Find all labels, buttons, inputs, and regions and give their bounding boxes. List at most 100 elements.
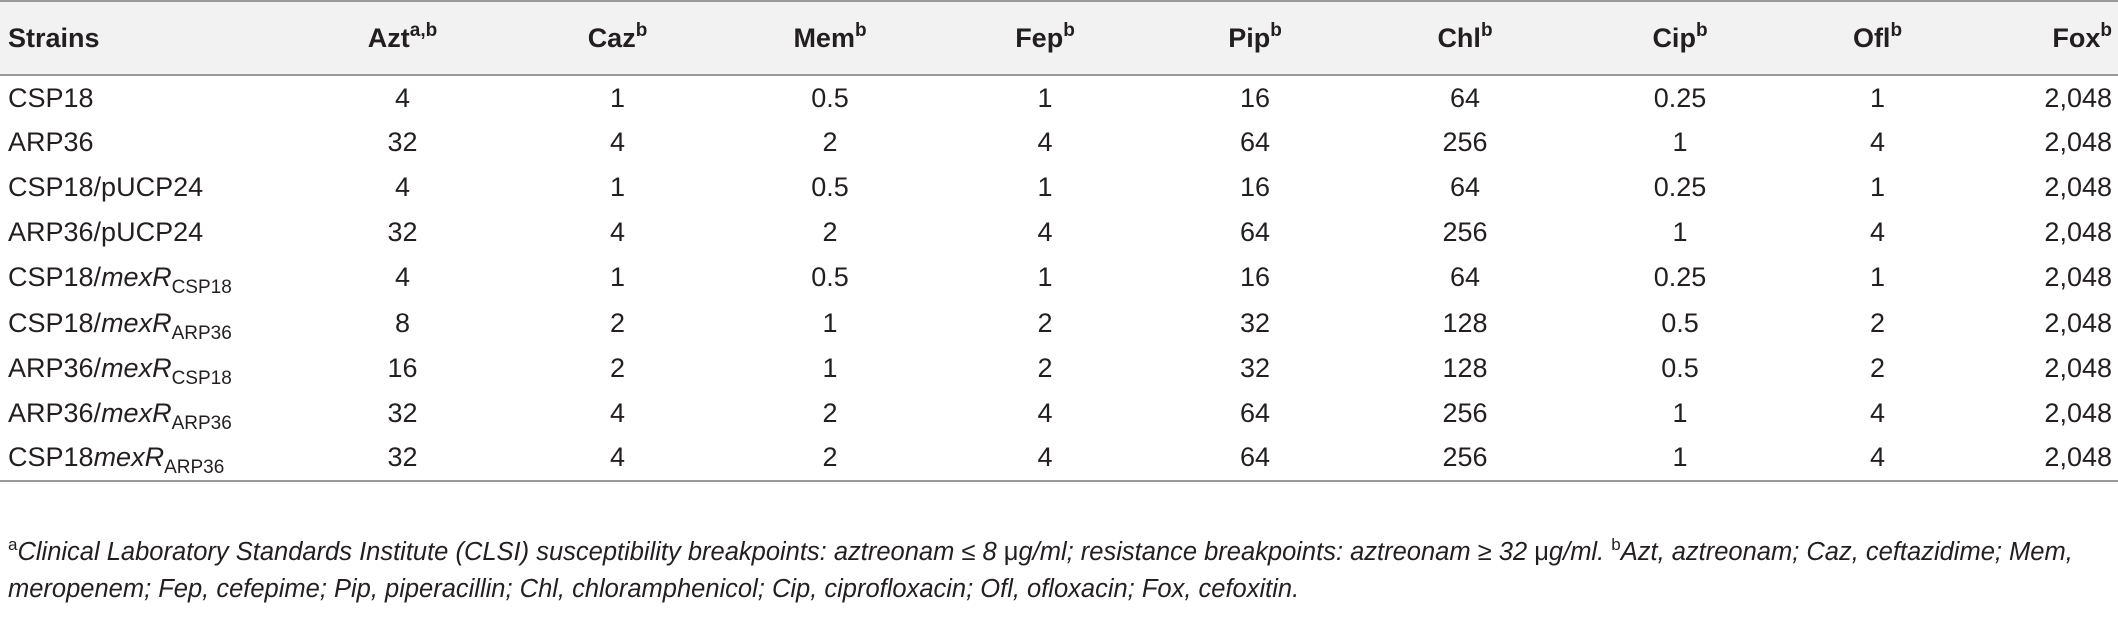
mic-value-cell: 16 [1239,82,1271,113]
mic-value-cell: 4 [1790,435,1965,482]
mic-value-cell: 2 [822,397,838,428]
gene-source-subscript: ARP36 [164,457,225,479]
mic-value-cell: 0.25 [1653,262,1707,293]
mic-value-cell: 32 [1239,307,1271,338]
header-label: Mem [793,22,855,53]
mic-value-cell: 1 [1570,435,1790,482]
gene-source-subscript: CSP18 [171,367,232,389]
mic-value-cell: 1 [1037,172,1053,203]
mic-value-cell: 1 [822,352,838,383]
column-header-strains: Strains [0,0,290,76]
mic-value-cell: 64 [1239,397,1271,428]
gene-source-subscript: ARP36 [171,412,232,434]
mic-value-cell: 4 [515,435,720,482]
table-footnote: aClinical Laboratory Standards Institute… [8,534,2108,608]
strain-name: CSP18 [8,82,94,113]
column-header-cip: Cipb [1570,0,1790,76]
mic-value-cell: 64 [1449,172,1481,203]
strain-cell: CSP18mexRARP36 [0,435,290,482]
header-row: Strains Azta,b Cazb Memb Fepb Pipb Chlb Cipb Ofl… [0,0,2118,76]
mic-value-cell: 2,048 [2044,307,2112,338]
mic-value-cell: 2 [822,217,838,248]
mic-value-cell: 2,048 [2044,397,2112,428]
table-row: ARP36/mexRCSP18 16 2 1 2 32 128 0.5 2 2,048 [0,346,2118,391]
header-footnote-mark: b [1890,19,1903,41]
mic-value-cell: 64 [1150,435,1360,482]
mic-value-cell: 32 [290,435,515,482]
table-row: ARP36 32 4 2 4 64 256 1 4 2,048 [0,120,2118,165]
mic-value-cell: 2,048 [2044,262,2112,293]
strain-cell: CSP18/mexRCSP18 [0,255,290,300]
table-row: CSP18mexRARP36 32 4 2 4 64 256 1 4 2,048 [0,435,2118,482]
mic-value-cell: 1 [1672,397,1688,428]
table-body: CSP18 4 1 0.5 1 16 64 0.25 1 2,048 ARP36 32 4 2 4 64 256… [0,75,2118,482]
strain-name: ARP36 [8,127,94,158]
table-row: ARP36/pUCP24 32 4 2 4 64 256 1 4 2,048 [0,210,2118,255]
strain-name: ARP36/ [8,397,102,428]
mic-value-cell: 2 [720,435,940,482]
mic-value-cell: 2 [1869,352,1886,383]
column-header-fox: Foxb [1965,0,2118,76]
strain-cell: ARP36 [0,120,290,165]
header-label: Fox [2052,22,2101,53]
mic-value-cell: 4 [609,127,626,158]
header-label: Ofl [1852,22,1891,53]
mic-value-cell: 2 [609,307,626,338]
mic-value-cell: 2,048 [2044,217,2112,248]
column-header-pip: Pipb [1150,0,1360,76]
strain-cell: ARP36/mexRARP36 [0,391,290,436]
mic-value-cell: 4 [940,435,1150,482]
mic-value-cell: 64 [1239,127,1271,158]
header-footnote-mark: b [1270,19,1282,41]
mic-value-cell: 2 [1037,352,1053,383]
column-header-fep: Fepb [940,0,1150,76]
mic-value-cell: 1 [609,262,626,293]
gene-name: mexR [101,397,172,428]
table-row: CSP18/mexRCSP18 4 1 0.5 1 16 64 0.25 1 2,048 [0,255,2118,300]
column-header-caz: Cazb [515,0,720,76]
mic-value-cell: 1 [1672,127,1688,158]
mic-value-cell: 2 [1037,307,1053,338]
mic-value-cell: 4 [394,172,411,203]
column-header-chl: Chlb [1360,0,1570,76]
mic-value-cell: 2,048 [2044,127,2112,158]
strain-cell: ARP36/mexRCSP18 [0,346,290,391]
mic-value-cell: 256 [1360,435,1570,482]
mic-table: Strains Azta,b Cazb Memb Fepb Pipb Chlb Cipb Ofl… [0,0,2118,482]
mic-value-cell: 32 [387,397,418,428]
mic-value-cell: 64 [1449,262,1481,293]
mic-value-cell: 32 [387,217,418,248]
mic-value-cell: 0.5 [811,262,849,293]
mic-value-cell: 0.5 [811,82,849,113]
header-label: Fep [1015,22,1064,53]
mic-value-cell: 2,048 [2044,82,2112,113]
mic-value-cell: 16 [1239,262,1271,293]
column-header-ofl: Oflb [1790,0,1965,76]
mic-value-cell: 0.25 [1653,82,1707,113]
mic-value-cell: 0.5 [1661,307,1699,338]
strain-cell: CSP18 [0,75,290,120]
mic-value-cell: 4 [394,262,411,293]
mic-value-cell: 4 [1869,217,1886,248]
mic-value-cell: 4 [1037,397,1053,428]
mic-value-cell: 32 [387,127,418,158]
header-footnote-mark: b [2100,19,2112,41]
header-footnote-mark: b [635,19,648,41]
mic-value-cell: 256 [1442,217,1488,248]
mic-value-cell: 128 [1442,307,1488,338]
header-label: Chl [1437,22,1481,53]
mic-value-cell: 0.5 [811,172,849,203]
header-label: Strains [8,22,100,53]
strain-name: ARP36/pUCP24 [8,217,204,248]
mic-value-cell: 64 [1449,82,1481,113]
micro-symbol: μ [1534,538,1549,566]
strain-cell: CSP18/mexRARP36 [0,300,290,345]
mic-value-cell: 1 [609,82,626,113]
mic-value-cell: 1 [1037,262,1053,293]
header-label: Cip [1652,22,1696,53]
header-footnote-mark: b [1480,19,1493,41]
footnote-a-text-3: g/ml. [1548,538,1612,566]
mic-value-cell: 4 [609,397,626,428]
strain-cell: ARP36/pUCP24 [0,210,290,255]
footnote-a-text-1: Clinical Laboratory Standards Institute … [17,538,1004,566]
